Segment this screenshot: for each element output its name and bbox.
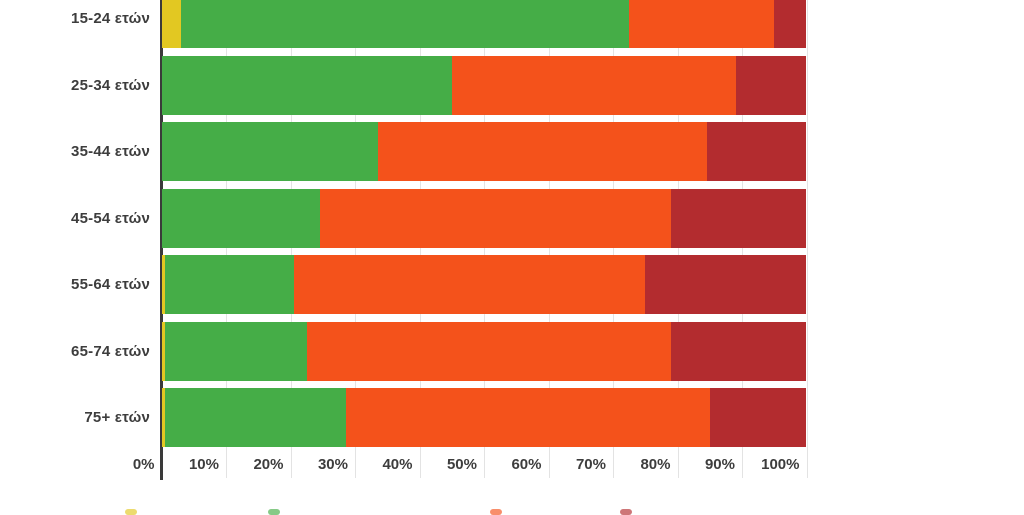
- x-tick-label: 50%: [446, 456, 477, 473]
- bar-row: [162, 188, 807, 248]
- bar-segment-orange[interactable]: [377, 122, 707, 181]
- bar-segment-green[interactable]: [181, 0, 630, 48]
- bar-segment-dark-red[interactable]: [709, 388, 807, 447]
- bar-segment-green[interactable]: [165, 321, 307, 381]
- bar-segment-green[interactable]: [162, 122, 378, 181]
- bar-segment-orange[interactable]: [629, 0, 775, 48]
- x-tick-label: 80%: [640, 456, 671, 473]
- x-tick-label: 0%: [132, 456, 155, 473]
- category-label: 55-64 ετών: [71, 276, 150, 293]
- bar-segment-dark-red[interactable]: [774, 0, 807, 48]
- gridline-100: [806, 0, 808, 478]
- bar-segment-dark-red[interactable]: [706, 122, 807, 181]
- category-label: 45-54 ετών: [71, 209, 150, 227]
- bar-segment-dark-red[interactable]: [645, 255, 807, 314]
- x-tick-label: 20%: [253, 456, 284, 473]
- bar-row: [162, 255, 807, 314]
- legend-swatch-yellow: [125, 509, 137, 515]
- bar-row: [162, 122, 807, 181]
- category-label: 75+ ετών: [84, 409, 150, 426]
- legend-swatch-dark-red: [620, 509, 632, 515]
- bar-segment-green[interactable]: [162, 55, 453, 115]
- bar-segment-yellow[interactable]: [162, 321, 166, 381]
- y-axis-line: [160, 0, 163, 480]
- bar-segment-yellow[interactable]: [162, 255, 166, 314]
- x-tick-label: 70%: [575, 456, 606, 473]
- x-tick-label: 90%: [704, 456, 735, 473]
- bar-segment-dark-red[interactable]: [735, 55, 807, 115]
- bar-row: [162, 321, 807, 381]
- bar-segment-orange[interactable]: [452, 55, 736, 115]
- x-tick-label: 10%: [188, 456, 219, 473]
- bar-segment-green[interactable]: [162, 188, 320, 248]
- x-tick-label: 40%: [382, 456, 413, 473]
- category-label: 65-74 ετών: [71, 342, 150, 360]
- bar-segment-dark-red[interactable]: [671, 188, 807, 248]
- x-tick-label: 60%: [511, 456, 542, 473]
- x-tick-label: 100%: [761, 456, 800, 473]
- bar-segment-green[interactable]: [165, 388, 346, 447]
- bar-row: [162, 0, 807, 48]
- x-tick-label: 30%: [317, 456, 348, 473]
- category-label: 25-34 ετών: [71, 76, 150, 94]
- category-label: 15-24 ετών: [71, 10, 150, 27]
- category-label: 35-44 ετών: [71, 143, 150, 160]
- bar-row: [162, 55, 807, 115]
- bar-segment-orange[interactable]: [345, 388, 710, 447]
- bar-segment-orange[interactable]: [294, 255, 646, 314]
- bar-segment-green[interactable]: [165, 255, 295, 314]
- bar-segment-dark-red[interactable]: [671, 321, 807, 381]
- bar-segment-yellow[interactable]: [162, 0, 182, 48]
- bar-segment-yellow[interactable]: [162, 388, 166, 447]
- legend-swatch-green: [268, 509, 280, 515]
- legend-swatch-orange: [490, 509, 502, 515]
- bar-row: [162, 388, 807, 447]
- bar-segment-orange[interactable]: [307, 321, 672, 381]
- bar-segment-orange[interactable]: [319, 188, 672, 248]
